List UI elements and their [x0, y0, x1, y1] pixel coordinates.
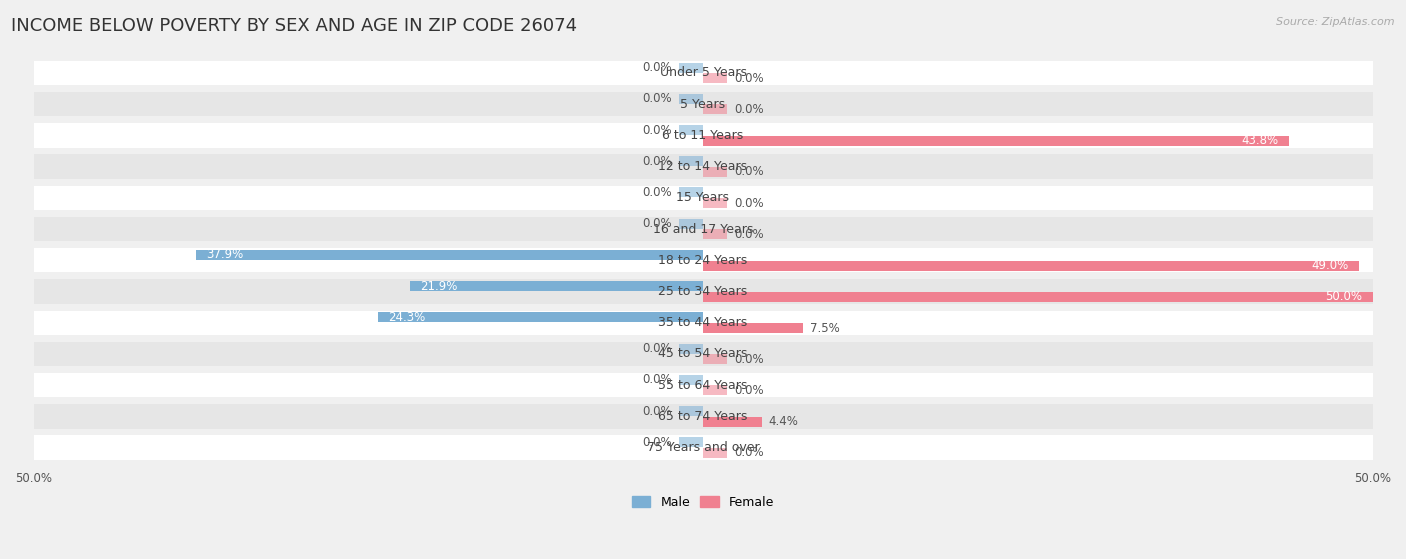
Bar	[34, 404, 1372, 429]
Text: 0.0%: 0.0%	[734, 447, 763, 459]
Bar	[378, 312, 703, 323]
Bar	[703, 354, 727, 364]
Text: 0.0%: 0.0%	[734, 228, 763, 241]
Bar	[703, 105, 727, 115]
Bar	[679, 375, 703, 385]
Bar	[679, 94, 703, 104]
Bar	[679, 187, 703, 197]
Bar	[34, 280, 1372, 304]
Text: 0.0%: 0.0%	[734, 197, 763, 210]
Bar	[34, 61, 1372, 85]
Bar	[703, 198, 727, 208]
Bar	[34, 186, 1372, 210]
Bar	[409, 281, 703, 291]
Text: 16 and 17 Years: 16 and 17 Years	[652, 222, 754, 235]
Text: 43.8%: 43.8%	[1241, 134, 1279, 147]
Text: 4.4%: 4.4%	[769, 415, 799, 428]
Text: 45 to 54 Years: 45 to 54 Years	[658, 348, 748, 361]
Text: 0.0%: 0.0%	[643, 61, 672, 74]
Bar	[703, 386, 727, 395]
Legend: Male, Female: Male, Female	[627, 491, 779, 514]
Text: 5 Years: 5 Years	[681, 98, 725, 111]
Text: 49.0%: 49.0%	[1312, 259, 1348, 272]
Text: 0.0%: 0.0%	[734, 353, 763, 366]
Text: 7.5%: 7.5%	[810, 321, 839, 334]
Bar	[34, 435, 1372, 460]
Bar	[679, 406, 703, 416]
Text: 65 to 74 Years: 65 to 74 Years	[658, 410, 748, 423]
Text: 0.0%: 0.0%	[643, 436, 672, 449]
Text: 55 to 64 Years: 55 to 64 Years	[658, 378, 748, 392]
Text: 0.0%: 0.0%	[643, 155, 672, 168]
Text: 18 to 24 Years: 18 to 24 Years	[658, 254, 748, 267]
Bar	[34, 373, 1372, 397]
Bar	[34, 342, 1372, 366]
Bar	[34, 217, 1372, 241]
Text: Under 5 Years: Under 5 Years	[659, 67, 747, 79]
Bar	[34, 92, 1372, 116]
Bar	[703, 136, 1289, 146]
Bar	[679, 157, 703, 166]
Text: 15 Years: 15 Years	[676, 191, 730, 204]
Bar	[679, 437, 703, 447]
Text: INCOME BELOW POVERTY BY SEX AND AGE IN ZIP CODE 26074: INCOME BELOW POVERTY BY SEX AND AGE IN Z…	[11, 17, 578, 35]
Bar	[34, 154, 1372, 179]
Text: 0.0%: 0.0%	[643, 186, 672, 199]
Text: 25 to 34 Years: 25 to 34 Years	[658, 285, 748, 298]
Bar	[34, 310, 1372, 335]
Bar	[679, 219, 703, 229]
Bar	[34, 248, 1372, 272]
Bar	[703, 167, 727, 177]
Text: 0.0%: 0.0%	[643, 92, 672, 105]
Bar	[679, 344, 703, 354]
Bar	[703, 229, 727, 239]
Text: 37.9%: 37.9%	[207, 248, 243, 262]
Bar	[679, 63, 703, 73]
Bar	[703, 260, 1360, 271]
Bar	[703, 292, 1372, 302]
Text: 0.0%: 0.0%	[734, 165, 763, 178]
Bar	[703, 323, 803, 333]
Text: 50.0%: 50.0%	[1324, 290, 1362, 304]
Text: 35 to 44 Years: 35 to 44 Years	[658, 316, 748, 329]
Text: 21.9%: 21.9%	[420, 280, 458, 293]
Bar	[195, 250, 703, 260]
Text: 6 to 11 Years: 6 to 11 Years	[662, 129, 744, 142]
Text: 0.0%: 0.0%	[734, 384, 763, 397]
Text: 75 Years and over: 75 Years and over	[647, 441, 759, 454]
Text: 0.0%: 0.0%	[734, 103, 763, 116]
Text: 0.0%: 0.0%	[643, 342, 672, 355]
Text: 0.0%: 0.0%	[734, 72, 763, 84]
Bar	[703, 73, 727, 83]
Text: 0.0%: 0.0%	[643, 373, 672, 386]
Text: 0.0%: 0.0%	[643, 217, 672, 230]
Text: 12 to 14 Years: 12 to 14 Years	[658, 160, 748, 173]
Text: 24.3%: 24.3%	[388, 311, 426, 324]
Bar	[679, 125, 703, 135]
Text: Source: ZipAtlas.com: Source: ZipAtlas.com	[1277, 17, 1395, 27]
Text: 0.0%: 0.0%	[643, 124, 672, 136]
Bar	[34, 123, 1372, 148]
Bar	[703, 448, 727, 458]
Bar	[703, 416, 762, 427]
Text: 0.0%: 0.0%	[643, 405, 672, 418]
